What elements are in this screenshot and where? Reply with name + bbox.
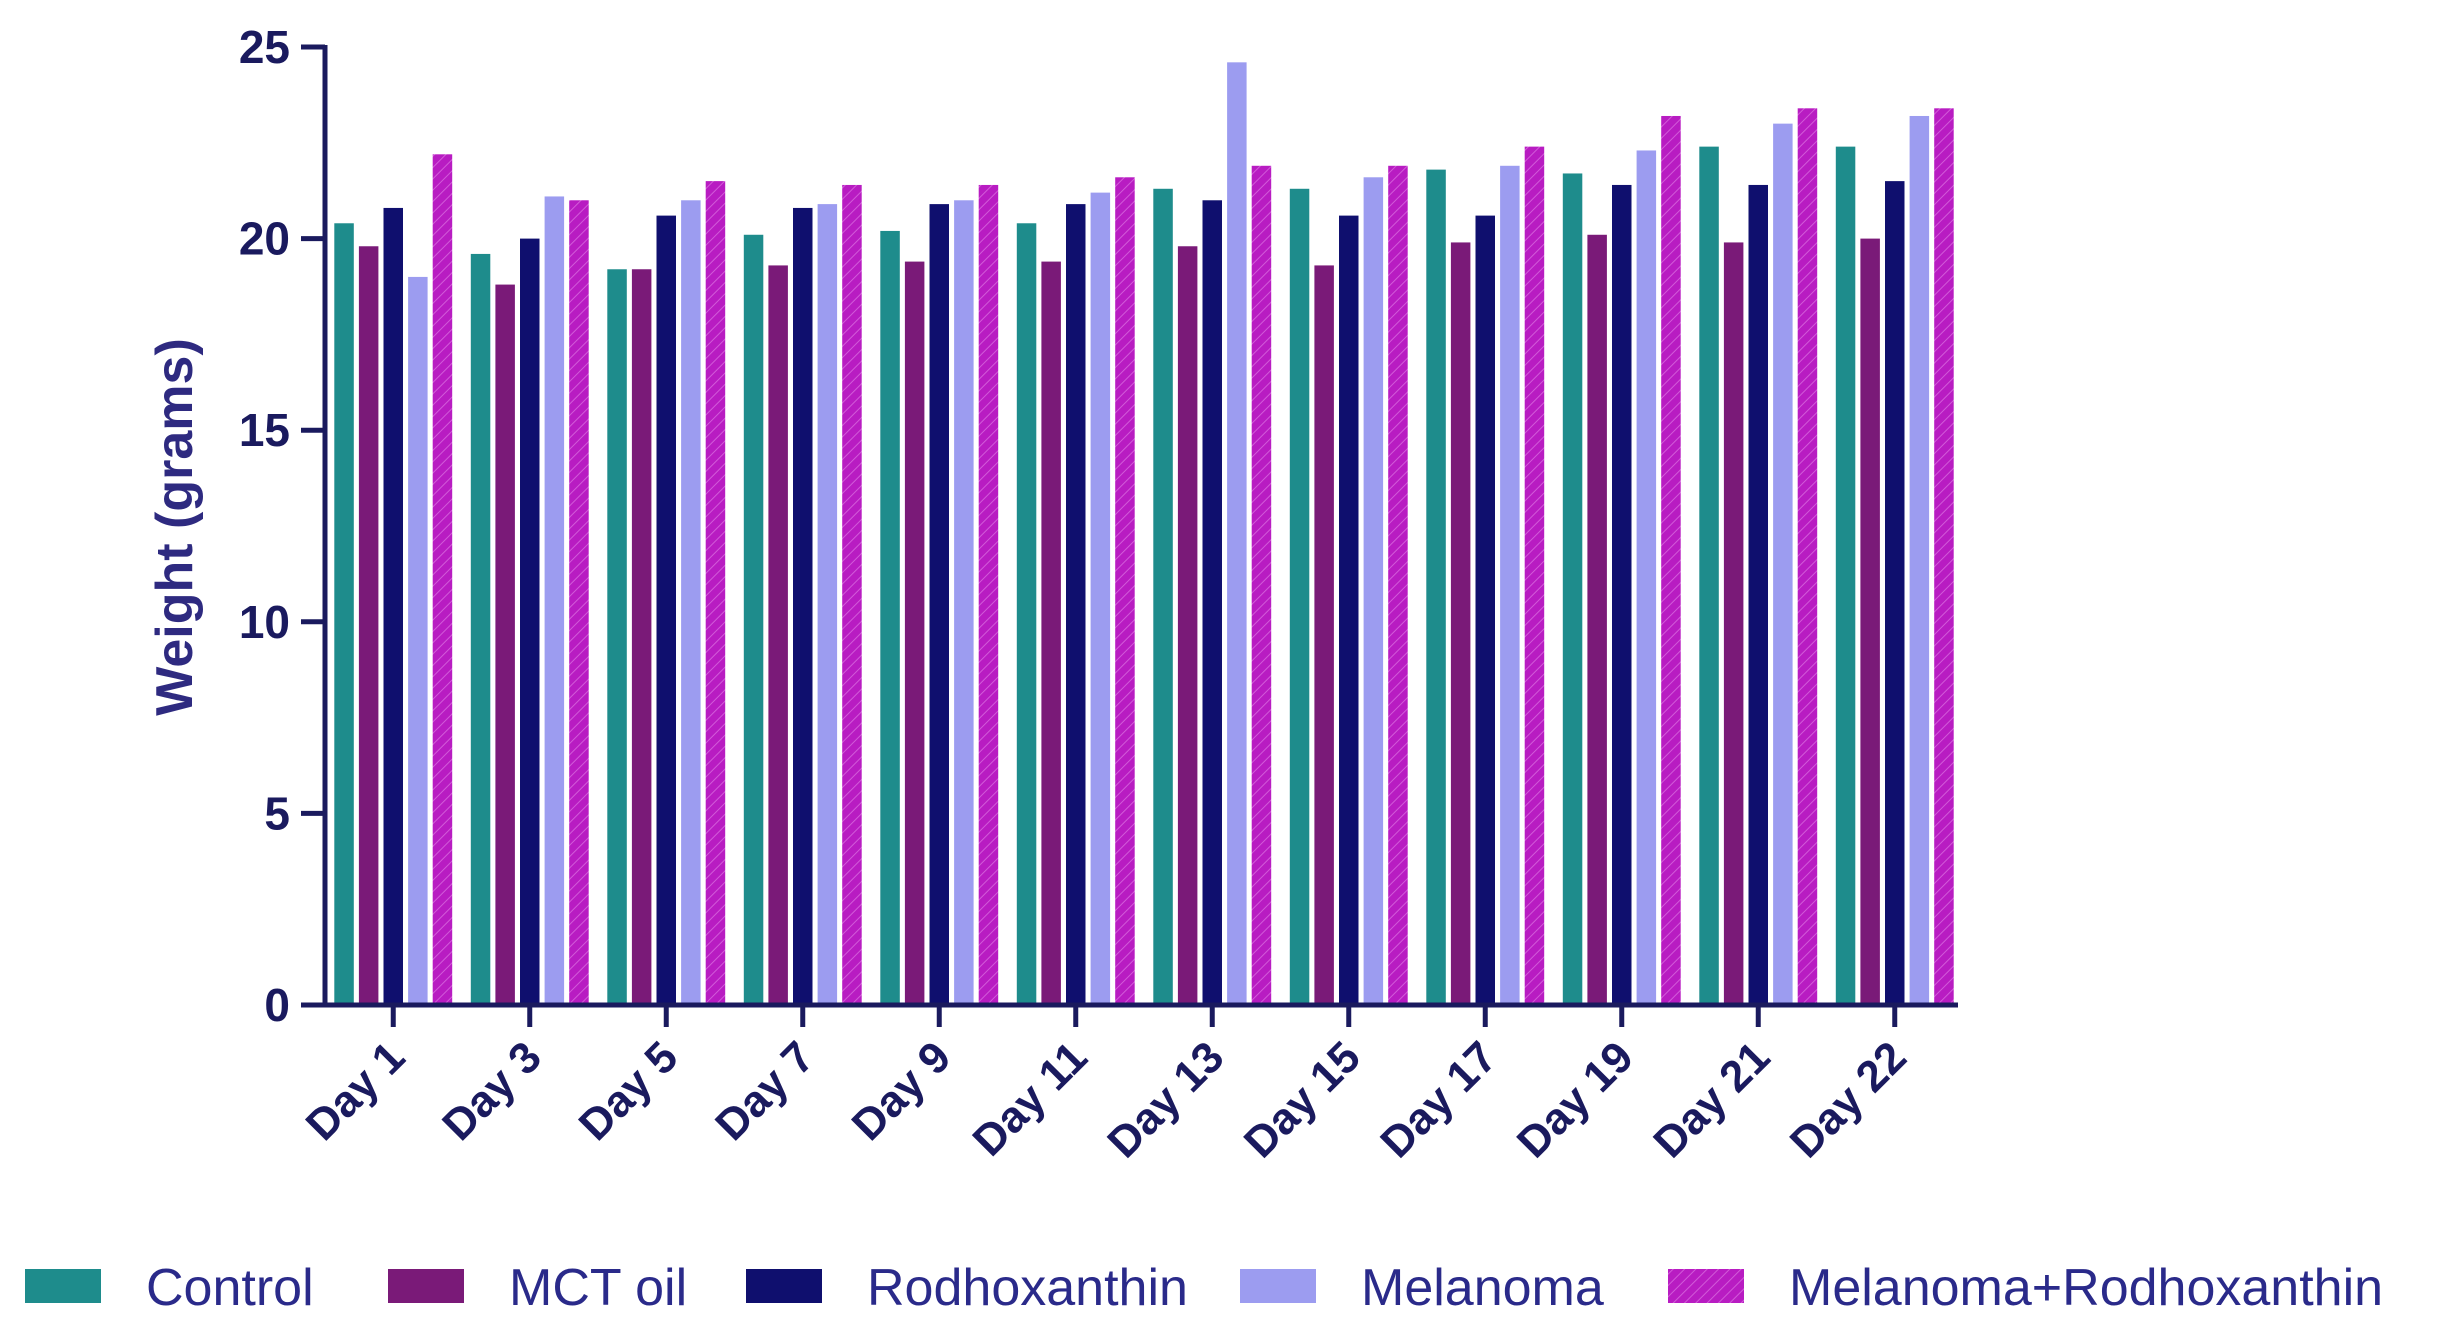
bar-control-day-17 <box>1426 169 1446 1005</box>
bar-rodhoxanthin-day-21 <box>1748 184 1768 1005</box>
x-tick-label: Day 5 <box>570 1032 688 1150</box>
bar-melanoma-rodhoxanthin-day-19 <box>1661 115 1681 1006</box>
y-axis-title: Weight (grams) <box>146 338 204 716</box>
bar-melanoma-day-9 <box>954 200 974 1005</box>
y-tick-label: 5 <box>264 787 290 839</box>
bar-rodhoxanthin-day-11 <box>1066 204 1086 1006</box>
x-tick-label: Day 21 <box>1644 1032 1779 1167</box>
bar-rodhoxanthin-day-7 <box>793 207 813 1005</box>
x-tick-label: Day 22 <box>1781 1032 1916 1167</box>
legend-swatch-melanoma <box>1240 1269 1316 1303</box>
bar-melanoma-day-17 <box>1500 165 1520 1006</box>
bar-melanoma-day-5 <box>681 200 701 1005</box>
bar-melanoma-rodhoxanthin-day-17 <box>1524 146 1545 1005</box>
bar-melanoma-rodhoxanthin-day-11 <box>1115 177 1135 1006</box>
bar-rodhoxanthin-day-5 <box>656 215 676 1006</box>
bar-mct-oil-day-21 <box>1723 242 1744 1005</box>
bar-melanoma-rodhoxanthin-day-13 <box>1251 165 1272 1006</box>
bar-melanoma-day-21 <box>1773 123 1793 1005</box>
bar-melanoma-rodhoxanthin-day-21 <box>1797 108 1818 1005</box>
bar-mct-oil-day-3 <box>495 284 515 1006</box>
bar-control-day-11 <box>1016 223 1037 1005</box>
bar-melanoma-rodhoxanthin-day-1 <box>432 154 453 1006</box>
bar-rodhoxanthin-day-22 <box>1885 181 1905 1005</box>
legend-swatch-rodhoxanthin <box>746 1269 822 1303</box>
legend-label: Control <box>146 1259 314 1317</box>
x-tick-label: Day 19 <box>1508 1032 1643 1167</box>
bar-rodhoxanthin-day-15 <box>1339 215 1359 1006</box>
bar-control-day-19 <box>1562 173 1583 1005</box>
bar-melanoma-day-19 <box>1636 150 1657 1005</box>
y-tick-label: 10 <box>239 596 290 648</box>
bar-melanoma-rodhoxanthin-day-7 <box>842 184 862 1005</box>
bar-mct-oil-day-22 <box>1860 238 1880 1006</box>
y-tick-label: 15 <box>239 404 290 456</box>
legend-label: MCT oil <box>509 1259 687 1317</box>
x-tick-label: Day 7 <box>706 1032 824 1150</box>
bar-melanoma-day-15 <box>1363 177 1384 1006</box>
plot-area: Day 1 Day 3 Day 5 Day 7 Day 9 Day 11 Day 13 Day… <box>239 21 1958 1167</box>
y-tick-label: 25 <box>239 21 290 73</box>
legend-swatch-melanoma-rodhoxanthin <box>1668 1269 1744 1303</box>
bar-control-day-3 <box>470 253 491 1005</box>
bar-mct-oil-day-17 <box>1450 242 1471 1005</box>
bar-melanoma-day-3 <box>544 196 565 1005</box>
bar-rodhoxanthin-day-17 <box>1475 215 1495 1006</box>
bar-mct-oil-day-11 <box>1041 261 1061 1006</box>
bar-melanoma-rodhoxanthin-day-9 <box>978 184 999 1005</box>
bar-mct-oil-day-5 <box>631 269 652 1005</box>
bar-melanoma-day-13 <box>1227 62 1247 1005</box>
y-tick-label: 20 <box>239 213 290 265</box>
bar-melanoma-rodhoxanthin-day-5 <box>705 181 726 1005</box>
y-tick-label: 0 <box>264 979 290 1031</box>
bar-mct-oil-day-19 <box>1587 234 1607 1005</box>
bar-control-day-13 <box>1153 188 1173 1005</box>
bar-mct-oil-day-7 <box>768 265 788 1005</box>
bar-melanoma-rodhoxanthin-day-3 <box>569 200 589 1005</box>
legend-label: Rodhoxanthin <box>867 1259 1188 1317</box>
bar-melanoma-rodhoxanthin-day-15 <box>1388 165 1408 1006</box>
bar-mct-oil-day-1 <box>358 246 379 1005</box>
bar-melanoma-rodhoxanthin-day-22 <box>1934 108 1954 1005</box>
bar-mct-oil-day-15 <box>1314 265 1334 1005</box>
x-tick-label: Day 9 <box>843 1032 961 1150</box>
x-tick-label: Day 11 <box>964 1032 1097 1165</box>
x-tick-label: Day 17 <box>1371 1032 1506 1167</box>
bar-control-day-9 <box>880 230 900 1005</box>
bar-control-day-7 <box>743 234 764 1005</box>
bar-mct-oil-day-13 <box>1177 246 1198 1005</box>
x-tick-label: Day 1 <box>297 1032 415 1150</box>
bar-control-day-15 <box>1289 188 1310 1005</box>
x-tick-label: Day 15 <box>1235 1032 1370 1167</box>
bar-melanoma-day-11 <box>1090 192 1111 1005</box>
bar-rodhoxanthin-day-13 <box>1202 200 1222 1005</box>
bar-melanoma-day-22 <box>1909 115 1930 1006</box>
bar-control-day-5 <box>607 269 627 1005</box>
bar-melanoma-day-1 <box>408 276 428 1005</box>
legend-swatch-control <box>25 1269 101 1303</box>
x-tick-label: Day 3 <box>433 1032 551 1150</box>
legend-label: Melanoma <box>1361 1259 1604 1317</box>
legend-label: Melanoma+Rodhoxanthin <box>1789 1259 2383 1317</box>
legend: Control MCT oil Rodhoxanthin Melanoma Melano… <box>25 1259 2383 1317</box>
legend-swatch-mct-oil <box>388 1269 464 1303</box>
bar-melanoma-day-7 <box>817 204 838 1006</box>
bar-rodhoxanthin-day-9 <box>929 204 949 1006</box>
bar-rodhoxanthin-day-3 <box>520 238 540 1006</box>
bar-rodhoxanthin-day-1 <box>383 207 403 1005</box>
bar-rodhoxanthin-day-19 <box>1612 184 1632 1005</box>
x-tick-label: Day 13 <box>1098 1032 1233 1167</box>
bar-control-day-22 <box>1835 146 1856 1005</box>
bar-control-day-1 <box>334 223 354 1005</box>
bar-control-day-21 <box>1699 146 1719 1005</box>
bar-mct-oil-day-9 <box>904 261 925 1006</box>
